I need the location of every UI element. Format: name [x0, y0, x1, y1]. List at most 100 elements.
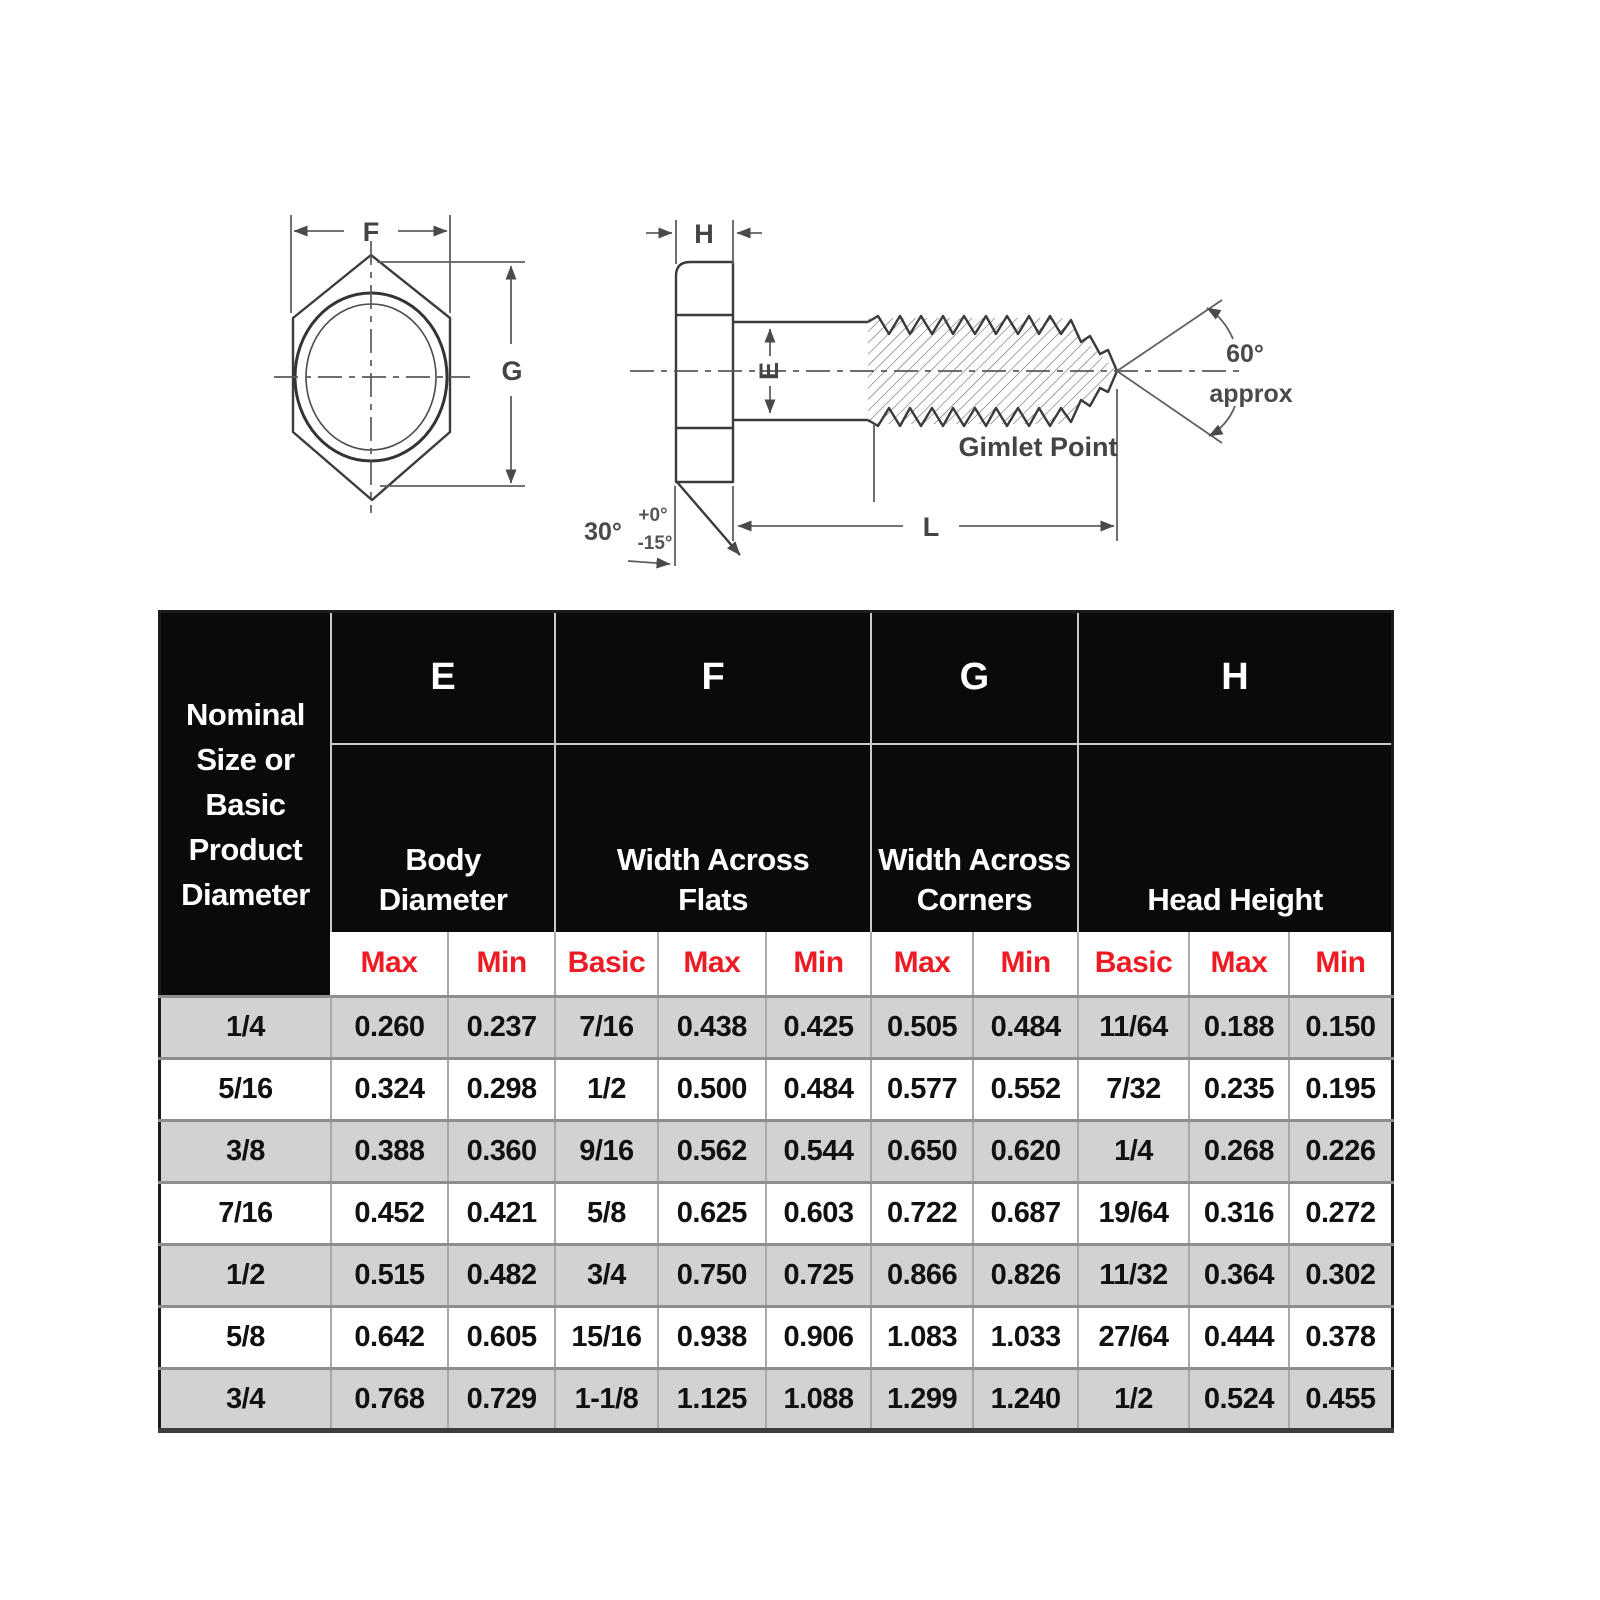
- value-cell: 0.577: [869, 1057, 974, 1121]
- row-size-cell: 1/2: [159, 1243, 331, 1307]
- row-size-cell: 1/4: [159, 995, 331, 1059]
- value-cell: 1/2: [554, 1057, 658, 1121]
- value-cell: 0.484: [972, 995, 1079, 1059]
- value-cell: 1/2: [1077, 1367, 1189, 1431]
- row-size-cell: 3/4: [159, 1367, 331, 1431]
- value-cell: 0.620: [972, 1119, 1079, 1183]
- value-cell: 1.240: [972, 1367, 1079, 1431]
- data-rows: 1/4 0.260 0.237 7/16 0.438 0.425 0.505 0.484 11/…: [159, 995, 1393, 1431]
- chamfer-angle-label: 30°: [584, 518, 622, 546]
- group-label-width-across-flats: Width Across Flats: [554, 743, 871, 932]
- column-group-letter-F: F: [554, 611, 871, 745]
- value-cell: 0.515: [329, 1243, 448, 1307]
- dim-label-G: G: [501, 356, 522, 386]
- value-cell: 0.906: [765, 1305, 871, 1369]
- value-cell: 0.524: [1187, 1367, 1289, 1431]
- table-row: 1/4 0.260 0.237 7/16 0.438 0.425 0.505 0.484 11/…: [159, 995, 1393, 1059]
- value-cell: 1.083: [869, 1305, 974, 1369]
- value-cell: 0.272: [1287, 1181, 1393, 1245]
- dim-label-F: F: [363, 217, 380, 247]
- value-cell: 0.642: [329, 1305, 448, 1369]
- table-row: 5/8 0.642 0.605 15/16 0.938 0.906 1.083 1.033 27…: [159, 1305, 1393, 1369]
- header-rows: Nominal Size or Basic Product Diameter E…: [159, 611, 1393, 997]
- value-cell: 9/16: [554, 1119, 658, 1183]
- value-cell: 3/4: [554, 1243, 658, 1307]
- value-cell: 7/16: [554, 995, 658, 1059]
- sub-header-row: Max Min Basic Max Min Max Min Basic Max Min: [160, 931, 1393, 997]
- value-cell: 0.378: [1287, 1305, 1393, 1369]
- sub-header-cell: Max: [656, 931, 767, 997]
- row-size-cell: 5/8: [159, 1305, 331, 1369]
- value-cell: 1.125: [656, 1367, 767, 1431]
- lag-screw-dimension-table: Nominal Size or Basic Product Diameter E…: [158, 610, 1394, 1433]
- value-cell: 0.625: [656, 1181, 767, 1245]
- value-cell: 0.316: [1187, 1181, 1289, 1245]
- value-cell: 0.235: [1187, 1057, 1289, 1121]
- gimlet-point-label: Gimlet Point: [958, 432, 1117, 462]
- tolerance-plus-label: +0°: [638, 505, 667, 526]
- value-cell: 0.484: [765, 1057, 871, 1121]
- hex-head-front-view: F G: [274, 215, 525, 513]
- value-cell: 1/4: [1077, 1119, 1189, 1183]
- tolerance-minus-label: -15°: [637, 533, 672, 554]
- sub-header-cell: Min: [765, 931, 871, 997]
- sub-header-cell: Min: [446, 931, 556, 997]
- value-cell: 0.750: [656, 1243, 767, 1307]
- value-cell: 0.722: [869, 1181, 974, 1245]
- point-angle-label: 60°: [1226, 340, 1264, 368]
- letter-header-row: Nominal Size or Basic Product Diameter E…: [159, 611, 1393, 997]
- value-cell: 1.088: [765, 1367, 871, 1431]
- value-cell: 1.033: [972, 1305, 1079, 1369]
- value-cell: 0.260: [329, 995, 448, 1059]
- value-cell: 0.603: [765, 1181, 871, 1245]
- sub-header-cell: Min: [1287, 931, 1393, 997]
- table-row: 3/8 0.388 0.360 9/16 0.562 0.544 0.650 0.620 1/4…: [159, 1119, 1393, 1183]
- value-cell: 0.552: [972, 1057, 1079, 1121]
- table-row: 1/2 0.515 0.482 3/4 0.750 0.725 0.866 0.826 11/3…: [159, 1243, 1393, 1307]
- value-cell: 0.188: [1187, 995, 1289, 1059]
- column-group-letter-G: G: [869, 611, 1079, 745]
- dim-label-L: L: [923, 512, 940, 542]
- nominal-size-header: Nominal Size or Basic Product Diameter: [159, 611, 331, 997]
- sub-header-cell: Max: [1187, 931, 1289, 997]
- value-cell: 11/32: [1077, 1243, 1189, 1307]
- sub-header-cell: Basic: [554, 931, 658, 997]
- value-cell: 0.455: [1287, 1367, 1393, 1431]
- value-cell: 0.826: [972, 1243, 1079, 1307]
- column-group-letter-E: E: [329, 611, 556, 745]
- group-label-body-diameter: Body Diameter: [329, 743, 556, 932]
- row-size-cell: 7/16: [159, 1181, 331, 1245]
- point-angle-approx-label: approx: [1209, 380, 1292, 408]
- value-cell: 0.388: [329, 1119, 448, 1183]
- value-cell: 0.687: [972, 1181, 1079, 1245]
- value-cell: 15/16: [554, 1305, 658, 1369]
- value-cell: 0.729: [446, 1367, 556, 1431]
- value-cell: 0.605: [446, 1305, 556, 1369]
- lag-screw-technical-drawing: F G H E: [274, 215, 1293, 569]
- value-cell: 0.364: [1187, 1243, 1289, 1307]
- value-cell: 0.444: [1187, 1305, 1289, 1369]
- value-cell: 0.452: [329, 1181, 448, 1245]
- sub-header-cell: Min: [972, 931, 1079, 997]
- value-cell: 1.299: [869, 1367, 974, 1431]
- value-cell: 0.324: [329, 1057, 448, 1121]
- value-cell: 0.425: [765, 995, 871, 1059]
- table-row: 7/16 0.452 0.421 5/8 0.625 0.603 0.722 0.687 19/…: [159, 1181, 1393, 1245]
- group-label-width-across-corners: Width Across Corners: [869, 743, 1079, 932]
- value-cell: 0.938: [656, 1305, 767, 1369]
- value-cell: 0.725: [765, 1243, 871, 1307]
- value-cell: 0.544: [765, 1119, 871, 1183]
- value-cell: 0.438: [656, 995, 767, 1059]
- value-cell: 0.768: [329, 1367, 448, 1431]
- value-cell: 0.237: [446, 995, 556, 1059]
- group-label-row: Body Diameter Width Across Flats Width A…: [160, 743, 1393, 932]
- value-cell: 7/32: [1077, 1057, 1189, 1121]
- value-cell: 0.482: [446, 1243, 556, 1307]
- value-cell: 1-1/8: [554, 1367, 658, 1431]
- value-cell: 0.650: [869, 1119, 974, 1183]
- value-cell: 0.195: [1287, 1057, 1393, 1121]
- row-size-cell: 3/8: [159, 1119, 331, 1183]
- row-size-cell: 5/16: [159, 1057, 331, 1121]
- column-group-letter-H: H: [1077, 611, 1393, 745]
- value-cell: 19/64: [1077, 1181, 1189, 1245]
